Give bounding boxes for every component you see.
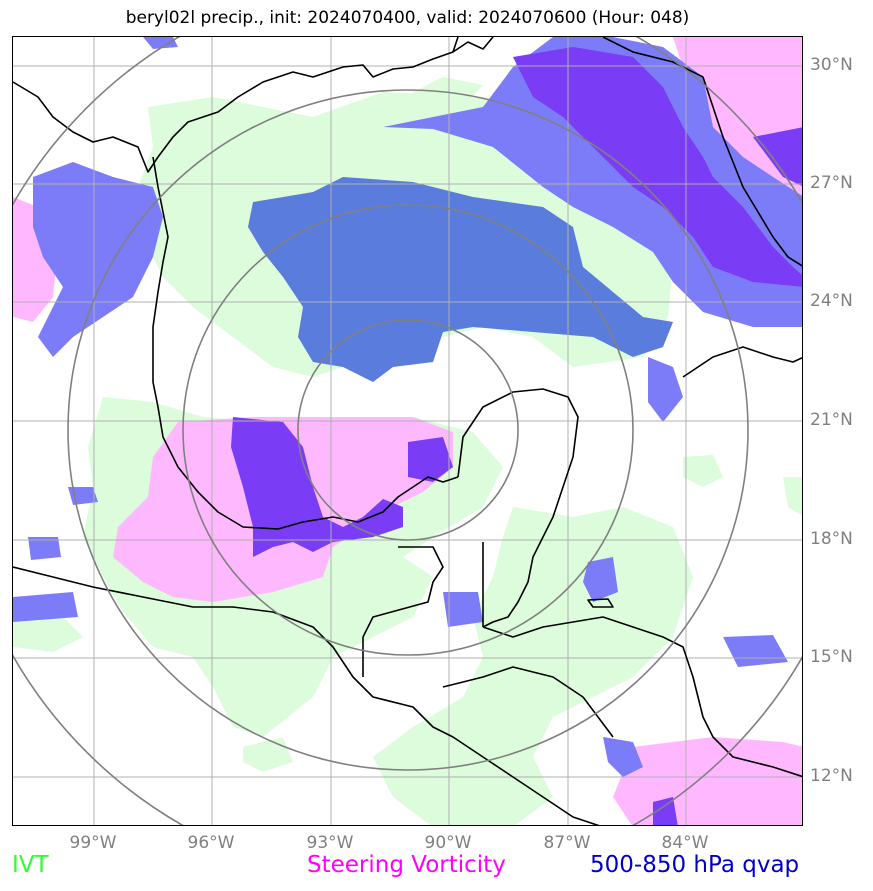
qvap-small-w — [28, 537, 61, 560]
map-panel — [12, 36, 803, 826]
graticule — [13, 37, 802, 825]
legend-steering-vorticity: Steering Vorticity — [307, 852, 506, 878]
qvap-field — [13, 37, 802, 825]
qvap-se — [603, 737, 643, 777]
lat-label-15n: 15°N — [810, 647, 853, 667]
coast-mississippi-delta — [452, 37, 494, 53]
qvap-carib-2 — [443, 592, 483, 627]
coastlines — [13, 37, 802, 825]
legend-qvap: 500-850 hPa qvap — [590, 852, 800, 878]
ivt-small-1 — [683, 455, 723, 487]
qvap-gulf-center — [248, 177, 673, 382]
lat-label-18n: 18°N — [810, 529, 853, 549]
lon-label-87w: 87°W — [543, 833, 591, 853]
map-title: beryl02l precip., init: 2024070400, vali… — [125, 8, 690, 28]
coast-texas — [152, 156, 459, 530]
ivt-small-2 — [13, 617, 83, 652]
qvap-carib-1 — [583, 557, 618, 602]
lon-label-93w: 93°W — [306, 833, 354, 853]
ivt-small-4 — [408, 77, 483, 109]
coast-cuba — [682, 346, 802, 378]
vorticity-se — [613, 737, 802, 825]
qvap-carib-3 — [723, 635, 788, 667]
qvap-ne-dark — [513, 47, 802, 287]
qvap-ne-tip — [753, 127, 802, 187]
qvap-cuba — [648, 357, 683, 422]
coast-florida — [602, 37, 802, 267]
border-guat-mex — [362, 546, 444, 677]
ivt-small-3 — [243, 737, 293, 772]
map-svg — [13, 37, 802, 825]
range-ring-3 — [67, 89, 749, 771]
lat-label-30n: 30°N — [810, 55, 853, 75]
qvap-yuc-dark — [408, 437, 453, 482]
ivt-small-5 — [783, 477, 802, 516]
lon-label-96w: 96°W — [187, 833, 235, 853]
lat-label-27n: 27°N — [810, 173, 853, 193]
coast-pacific — [13, 566, 600, 825]
qvap-ne-light — [383, 37, 802, 327]
lat-label-12n: 12°N — [810, 766, 853, 786]
lat-label-24n: 24°N — [810, 291, 853, 311]
coast-island — [587, 598, 614, 608]
qvap-small-w2 — [13, 592, 78, 622]
coast-yucatan — [457, 388, 579, 628]
border-honduras — [442, 666, 614, 738]
range-rings — [13, 37, 802, 825]
qvap-top-left-blob — [143, 37, 178, 49]
qvap-west-block — [33, 162, 163, 357]
coast-us-gulf — [13, 37, 459, 173]
lon-label-90w: 90°W — [424, 833, 472, 853]
range-ring-1 — [297, 319, 519, 541]
legend-ivt: IVT — [12, 852, 49, 878]
qvap-se2 — [653, 797, 678, 825]
lat-label-21n: 21°N — [810, 410, 853, 430]
lon-label-99w: 99°W — [69, 833, 117, 853]
range-ring-2 — [182, 204, 634, 656]
lon-label-84w: 84°W — [661, 833, 709, 853]
